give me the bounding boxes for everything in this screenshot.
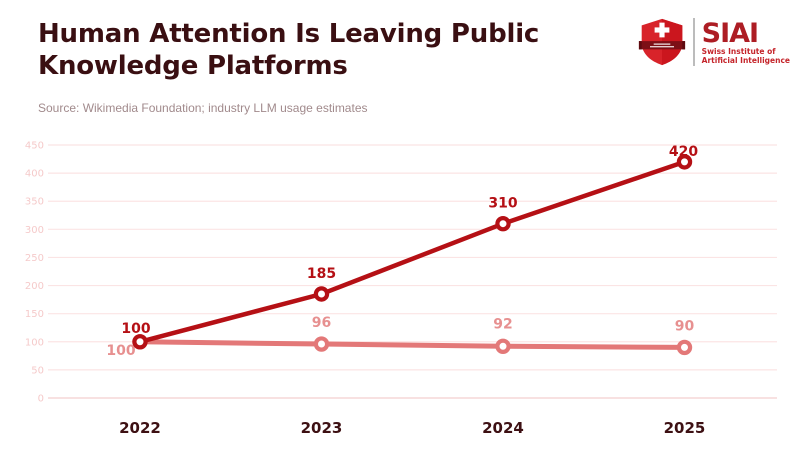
data-label-dark-red-line: 310 [488,196,517,212]
chart-area: 0 50 100 150 200 250 300 350 400 450 2022 2023 2024 2… [0,135,800,450]
logo-acronym: SIAI [701,17,759,49]
y-tick-label: 100 [25,337,44,348]
data-point-light-pink-line [676,339,693,356]
y-tick-label: 450 [25,141,44,152]
x-tick-label: 2024 [482,419,524,437]
y-tick-label: 400 [25,169,44,180]
data-label-light-pink-line: 92 [493,316,512,332]
page-title: Human Attention Is Leaving Public Knowle… [38,18,638,82]
x-tick-label: 2022 [119,419,161,437]
logo-text: SIAI Swiss Institute of Artificial Intel… [702,20,790,65]
page-title-line2: Knowledge Platforms [38,51,348,81]
y-tick-label: 300 [25,225,44,236]
data-label-dark-red-line: 185 [307,266,336,282]
data-point-light-pink-line [495,338,511,354]
data-point-dark-red-line [313,286,330,302]
logo-divider [693,18,695,66]
y-tick-label: 150 [25,309,44,320]
logo-org-line1: Swiss Institute of [701,46,776,56]
y-tick-label: 350 [25,197,44,208]
data-point-dark-red-line [132,334,148,350]
attention-chart: 0 50 100 150 200 250 300 350 400 450 2022 2023 2024 2… [25,141,777,437]
dark-red-line [137,159,687,345]
data-point-dark-red-line [495,216,511,232]
siai-logo: SIAI Swiss Institute of Artificial Intel… [638,16,790,68]
y-tick-label: 250 [25,253,44,264]
light-pink-line [137,339,687,350]
data-label-light-pink-line: 96 [312,315,331,331]
logo-org-line2: Artificial Intelligence [701,55,790,65]
data-point-dark-red-line [676,154,693,170]
data-point-light-pink-line [313,336,330,352]
y-tick-label: 0 [38,394,44,405]
x-tick-label: 2025 [664,419,706,437]
data-label-dark-red-line: 420 [669,144,698,160]
y-tick-label: 50 [31,365,44,376]
data-label-dark-red-line: 100 [121,321,150,337]
data-label-light-pink-line: 90 [675,318,695,334]
source-note: Source: Wikimedia Foundation; industry L… [38,101,368,115]
data-label-light-pink-line: 100 [106,343,135,359]
y-tick-label: 200 [25,281,44,292]
x-tick-label: 2023 [301,419,343,437]
page-title-line1: Human Attention Is Leaving Public [38,19,540,49]
shield-icon [639,18,686,66]
